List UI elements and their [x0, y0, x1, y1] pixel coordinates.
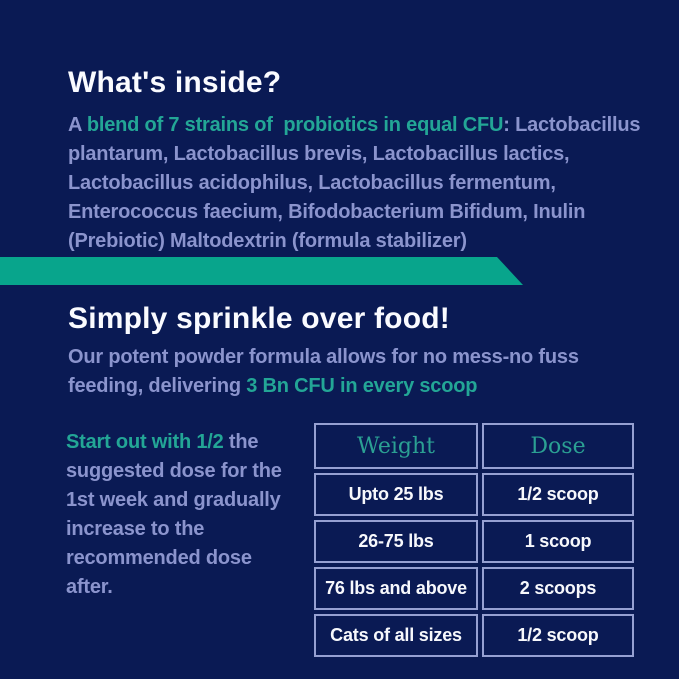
weight-column-header: Weight [314, 423, 478, 469]
dose-cell: 1/2 scoop [482, 473, 634, 516]
sprinkle-highlight: 3 Bn CFU in every scoop [246, 375, 478, 397]
dosage-table: Weight Dose Upto 25 lbs 1/2 scoop 26-75 … [310, 419, 638, 661]
text-line: Our potent powder formula allows for no … [68, 346, 579, 368]
text-line: Enterococcus faecium, Bifodobacterium Bi… [68, 201, 586, 223]
text-line: plantarum, Lactobacillus brevis, Lactoba… [68, 143, 570, 165]
text-line: Start out with 1/2 the [66, 428, 282, 457]
text-line: (Prebiotic) Maltodextrin (formula stabil… [68, 230, 467, 252]
text-line: A blend of 7 strains of probiotics in eq… [68, 111, 640, 140]
weight-cell: 76 lbs and above [314, 567, 478, 610]
text-line: 1st week and gradually [66, 489, 281, 511]
dose-cell: 2 scoops [482, 567, 634, 610]
table-row: 76 lbs and above 2 scoops [314, 567, 634, 610]
ingredients-paragraph: A blend of 7 strains of probiotics in eq… [68, 111, 640, 256]
table-row: Cats of all sizes 1/2 scoop [314, 614, 634, 657]
sprinkle-paragraph: Our potent powder formula allows for no … [68, 343, 579, 401]
sprinkle-title: Simply sprinkle over food! [68, 302, 450, 335]
note-highlight: Start out with 1/2 [66, 431, 224, 453]
weight-cell: Upto 25 lbs [314, 473, 478, 516]
text-line: after. [66, 576, 113, 598]
note-after-highlight: the [223, 431, 259, 453]
whats-inside-title: What's inside? [68, 66, 282, 99]
table-header-row: Weight Dose [314, 423, 634, 469]
table-row: Upto 25 lbs 1/2 scoop [314, 473, 634, 516]
dose-cell: 1/2 scoop [482, 614, 634, 657]
dosage-note: Start out with 1/2 the suggested dose fo… [66, 428, 282, 602]
sprinkle-prefix: feeding, delivering [68, 375, 247, 397]
text-line: Lactobacillus acidophilus, Lactobacillus… [68, 172, 556, 194]
text-line: recommended dose [66, 547, 252, 569]
intro-prefix: A [68, 114, 87, 136]
weight-cell: 26-75 lbs [314, 520, 478, 563]
text-line: increase to the [66, 518, 205, 540]
text-line: suggested dose for the [66, 460, 282, 482]
weight-cell: Cats of all sizes [314, 614, 478, 657]
teal-ribbon-divider [0, 257, 523, 285]
text-line: feeding, delivering 3 Bn CFU in every sc… [68, 372, 579, 401]
dose-cell: 1 scoop [482, 520, 634, 563]
intro-highlight: blend of 7 strains of probiotics in equa… [86, 114, 504, 136]
dose-column-header: Dose [482, 423, 634, 469]
table-row: 26-75 lbs 1 scoop [314, 520, 634, 563]
intro-after-highlight: : Lactobacillus [503, 114, 641, 136]
